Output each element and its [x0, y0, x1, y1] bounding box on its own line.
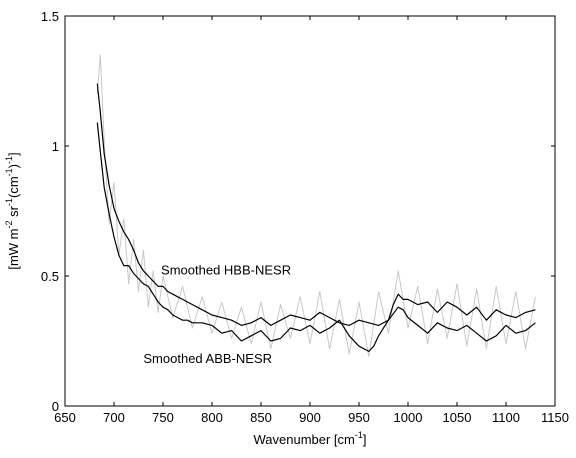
y-axis-label-part: -1 — [4, 168, 14, 176]
y-axis-label-part: ] — [6, 152, 21, 156]
x-tick-label: 850 — [250, 410, 272, 425]
hbb-annotation: Smoothed HBB-NESR — [161, 263, 291, 278]
y-axis-label-part: -2 — [4, 220, 14, 228]
x-tick-label: 1050 — [443, 410, 472, 425]
abb-series-line — [96, 122, 536, 352]
hbb-series-line — [96, 83, 536, 326]
raw-noise-layer — [96, 54, 536, 358]
y-axis-label-part: [mW m — [6, 229, 21, 270]
x-axis-ticks: 650 700 750 800 850 900 950 1000 1050 1100 1150 — [54, 16, 569, 425]
y-axis-label-part: -1 — [4, 156, 14, 164]
x-tick-label: 650 — [54, 410, 76, 425]
x-axis-label-sup: -1 — [355, 430, 363, 440]
y-tick-label: 1.5 — [41, 9, 59, 24]
x-axis-label: Wavenumber [cm-1] — [253, 430, 366, 447]
y-tick-label: 0 — [52, 399, 59, 414]
y-axis-label-part: -1 — [4, 198, 14, 206]
y-axis-label: [mW m-2 sr-1(cm-1)-1] — [4, 152, 21, 269]
y-axis-label-part: sr — [6, 205, 21, 220]
x-tick-label: 1000 — [394, 410, 423, 425]
y-axis-label-part: ) — [6, 164, 21, 168]
x-tick-label: 700 — [103, 410, 125, 425]
x-tick-label: 900 — [299, 410, 321, 425]
x-tick-label: 1150 — [541, 410, 569, 425]
y-tick-label: 1 — [52, 139, 59, 154]
x-axis-label-text: Wavenumber [cm — [253, 432, 354, 447]
x-tick-label: 1100 — [492, 410, 520, 425]
y-tick-label: 0.5 — [41, 269, 59, 284]
x-tick-label: 950 — [348, 410, 370, 425]
x-axis-label-suffix: ] — [363, 432, 367, 447]
y-axis-ticks: 0 0.5 1 1.5 — [41, 9, 555, 414]
y-axis-label-part: (cm — [6, 176, 21, 198]
abb-annotation: Smoothed ABB-NESR — [143, 351, 272, 366]
x-tick-label: 750 — [152, 410, 174, 425]
raw-nesr-series-line — [96, 54, 536, 358]
x-tick-label: 800 — [201, 410, 223, 425]
plot-area-frame — [64, 15, 556, 407]
series-layer — [96, 83, 536, 352]
annotations: Smoothed HBB-NESR Smoothed ABB-NESR — [143, 263, 291, 366]
